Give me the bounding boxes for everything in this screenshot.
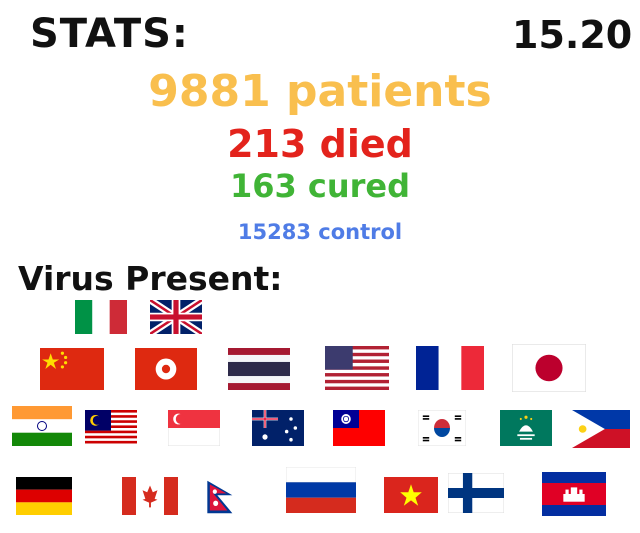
virus-present-heading: Virus Present:: [18, 259, 283, 298]
germany-flag: [16, 477, 72, 515]
canada-flag: [122, 477, 178, 515]
thailand-flag: [228, 348, 290, 390]
patients-count: 9881 patients: [148, 66, 492, 117]
italy-flag: [75, 300, 127, 334]
stats-title: STATS:: [30, 11, 189, 57]
cured-count: 163 cured: [229, 167, 411, 205]
australia-flag: [252, 410, 304, 446]
died-count: 213 died: [227, 122, 413, 166]
hong-kong-flag: [135, 348, 197, 390]
nepal-flag: [204, 479, 254, 515]
usa-flag: [325, 346, 389, 390]
control-count: 15283 control: [237, 220, 403, 244]
singapore-flag: [168, 410, 220, 446]
vietnam-flag: [384, 477, 438, 513]
russia-flag: [286, 467, 356, 513]
japan-flag: [512, 344, 586, 392]
malaysia-flag: [85, 410, 137, 446]
philippines-flag: [572, 410, 630, 448]
taiwan-flag: [333, 410, 385, 446]
france-flag: [416, 346, 484, 390]
time-label: 15.20: [512, 13, 633, 57]
macau-flag: [500, 410, 552, 446]
india-flag: [12, 406, 72, 446]
cambodia-flag: [542, 472, 606, 516]
uk-flag: [150, 300, 202, 334]
finland-flag: [448, 473, 504, 513]
south-korea-flag: [418, 410, 466, 446]
china-flag: [40, 348, 104, 390]
